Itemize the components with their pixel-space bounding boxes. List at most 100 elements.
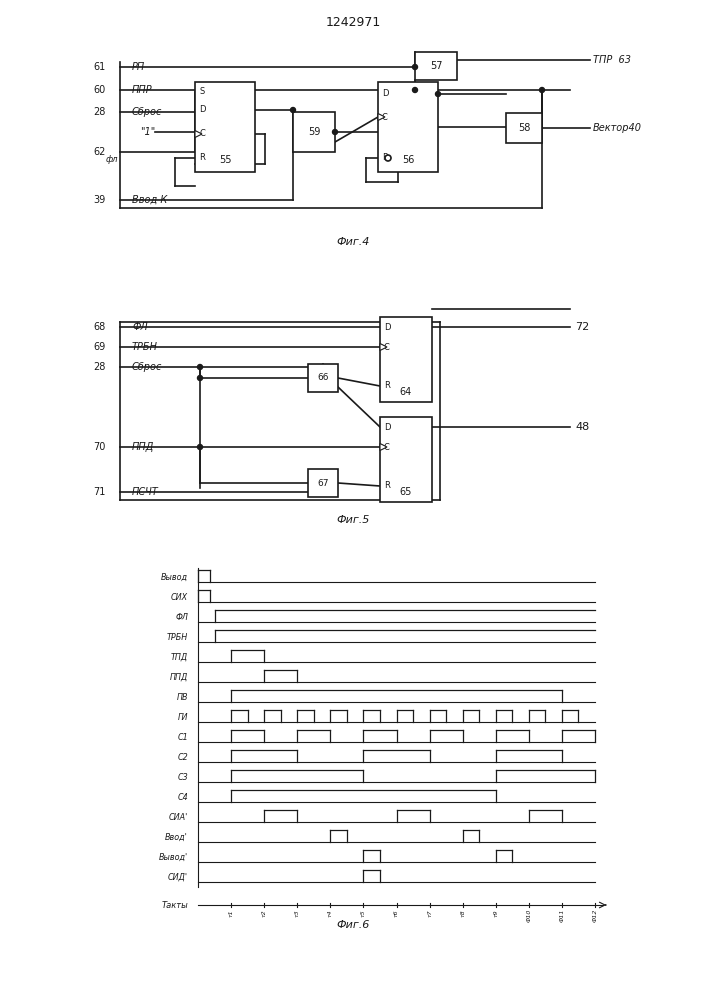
- Text: 58: 58: [518, 123, 530, 133]
- Text: Вывод': Вывод': [159, 853, 188, 862]
- Text: R: R: [199, 153, 205, 162]
- Circle shape: [332, 129, 337, 134]
- Text: 48: 48: [575, 422, 589, 432]
- Text: S: S: [199, 88, 204, 97]
- Text: ППД: ППД: [132, 442, 154, 452]
- Text: ФЛ: ФЛ: [132, 322, 148, 332]
- Text: 68: 68: [93, 322, 105, 332]
- Text: СИХ: СИХ: [171, 593, 188, 602]
- Bar: [380, 317, 432, 402]
- Text: R: R: [382, 153, 388, 162]
- Circle shape: [385, 155, 391, 161]
- Polygon shape: [378, 113, 385, 120]
- Text: Сброс: Сброс: [132, 107, 163, 117]
- Text: 65: 65: [400, 487, 412, 497]
- Text: т3: т3: [295, 909, 300, 917]
- Circle shape: [197, 364, 202, 369]
- Text: C: C: [199, 129, 205, 138]
- Text: 28: 28: [93, 107, 105, 117]
- Bar: [378, 82, 438, 172]
- Text: D: D: [384, 322, 390, 332]
- Polygon shape: [195, 130, 202, 137]
- Text: РП: РП: [132, 62, 145, 72]
- Text: D: D: [384, 422, 390, 432]
- Bar: [195, 82, 255, 172]
- Text: R: R: [384, 482, 390, 490]
- Circle shape: [436, 92, 440, 97]
- Bar: [308, 469, 338, 497]
- Bar: [380, 417, 432, 502]
- Text: ТРБН: ТРБН: [132, 342, 158, 352]
- Text: 56: 56: [402, 155, 414, 165]
- Text: т2: т2: [262, 909, 267, 917]
- Text: т1: т1: [228, 909, 233, 917]
- Polygon shape: [380, 344, 387, 351]
- Circle shape: [539, 88, 544, 93]
- Text: 66: 66: [317, 373, 329, 382]
- Text: Ф12: Ф12: [592, 909, 597, 922]
- Text: т9: т9: [493, 909, 498, 917]
- Text: т7: т7: [427, 909, 432, 917]
- Text: D: D: [199, 105, 206, 114]
- Circle shape: [412, 88, 418, 93]
- Text: "1": "1": [140, 127, 156, 137]
- Text: ТПР  63: ТПР 63: [593, 55, 631, 65]
- Bar: [506, 113, 542, 143]
- Text: 70: 70: [93, 442, 105, 452]
- Text: т5: т5: [361, 909, 366, 917]
- Bar: [415, 52, 457, 80]
- Text: 39: 39: [93, 195, 105, 205]
- Text: фл: фл: [106, 155, 119, 164]
- Text: 64: 64: [400, 387, 412, 397]
- Text: С1: С1: [177, 733, 188, 742]
- Circle shape: [412, 64, 418, 70]
- Text: ТРБН: ТРБН: [167, 633, 188, 642]
- Bar: [308, 364, 338, 392]
- Text: ПВ: ПВ: [177, 693, 188, 702]
- Text: 1242971: 1242971: [325, 16, 380, 29]
- Text: т8: т8: [460, 909, 465, 917]
- Text: Фиг.6: Фиг.6: [337, 920, 370, 930]
- Text: С3: С3: [177, 773, 188, 782]
- Text: R: R: [384, 381, 390, 390]
- Text: СИД': СИД': [168, 873, 188, 882]
- Text: 69: 69: [93, 342, 105, 352]
- Text: D: D: [382, 90, 389, 99]
- Text: C: C: [384, 442, 390, 452]
- Text: Ввод': Ввод': [165, 833, 188, 842]
- Text: ФЛ: ФЛ: [175, 613, 188, 622]
- Text: т6: т6: [394, 909, 399, 917]
- Text: 61: 61: [93, 62, 105, 72]
- Text: С4: С4: [177, 793, 188, 802]
- Text: C: C: [382, 112, 388, 121]
- Circle shape: [197, 444, 202, 450]
- Text: ППД: ППД: [170, 673, 188, 682]
- Circle shape: [291, 107, 296, 112]
- Text: 28: 28: [93, 362, 105, 372]
- Text: ТПД: ТПД: [171, 653, 188, 662]
- Text: Ф10: Ф10: [526, 909, 532, 922]
- Text: С2: С2: [177, 753, 188, 762]
- Text: Сброс: Сброс: [132, 362, 163, 372]
- Text: ППР: ППР: [132, 85, 153, 95]
- Text: 71: 71: [93, 487, 105, 497]
- Text: 57: 57: [430, 61, 443, 71]
- Text: 62: 62: [93, 147, 105, 157]
- Text: Такты: Такты: [161, 900, 188, 910]
- Text: т4: т4: [328, 909, 333, 917]
- Text: Ф11: Ф11: [559, 909, 564, 922]
- Text: ПСЧТ: ПСЧТ: [132, 487, 159, 497]
- Bar: [293, 112, 335, 152]
- Text: 60: 60: [93, 85, 105, 95]
- Text: Ввод К: Ввод К: [132, 195, 168, 205]
- Text: Фиг.5: Фиг.5: [337, 515, 370, 525]
- Circle shape: [197, 375, 202, 380]
- Text: Вектор40: Вектор40: [593, 123, 642, 133]
- Text: C: C: [384, 342, 390, 352]
- Polygon shape: [380, 444, 387, 450]
- Text: 72: 72: [575, 322, 589, 332]
- Text: ГИ: ГИ: [177, 713, 188, 722]
- Text: СИА': СИА': [169, 813, 188, 822]
- Text: 67: 67: [317, 479, 329, 488]
- Text: 55: 55: [218, 155, 231, 165]
